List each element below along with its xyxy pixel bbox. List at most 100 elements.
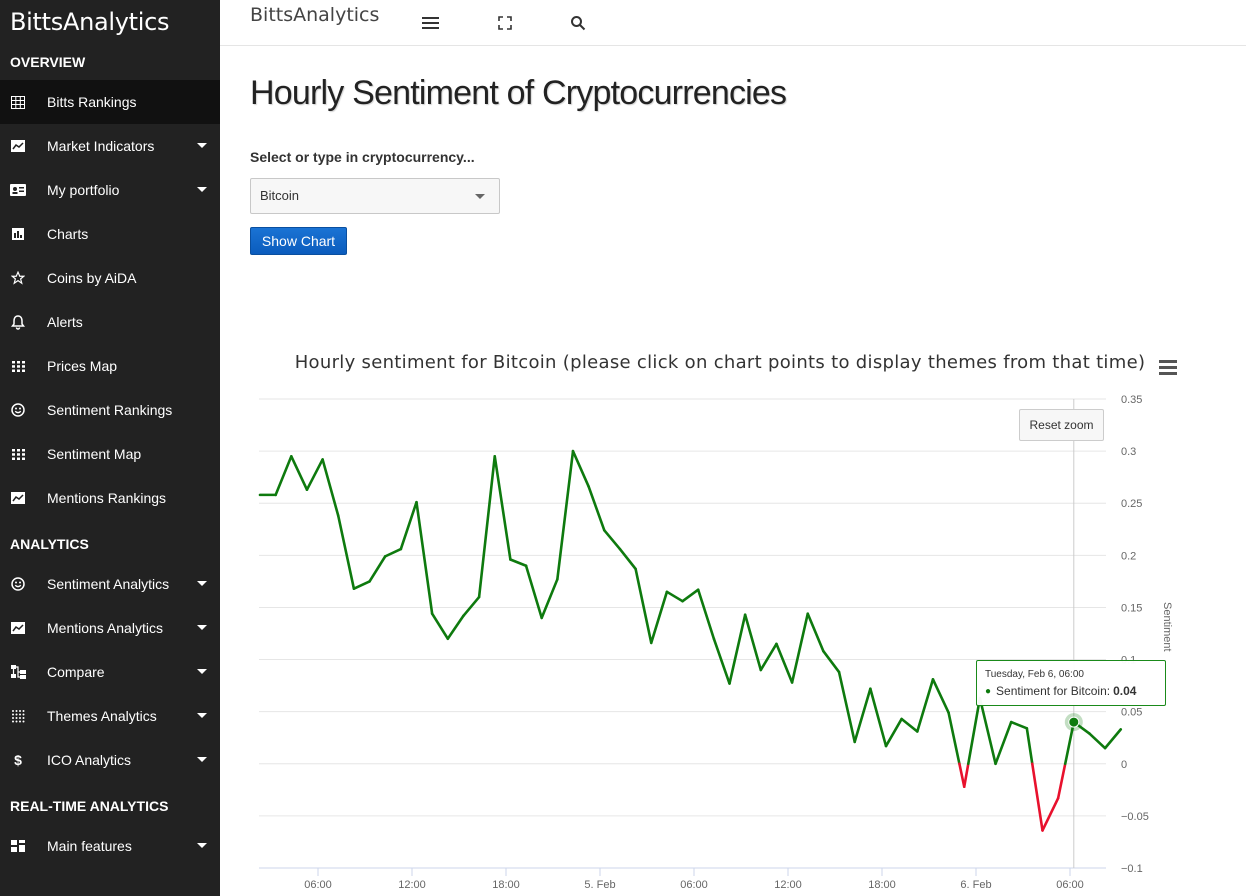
- series-line-segment: [540, 578, 559, 620]
- sidebar-item-label: Market Indicators: [47, 138, 155, 154]
- series-line-segment: [900, 717, 919, 733]
- series-line-segment: [947, 711, 961, 766]
- sidebar-item-mentions-analytics[interactable]: Mentions Analytics: [0, 606, 220, 650]
- series-line-segment: [1103, 728, 1123, 750]
- series-line-segment: [962, 762, 970, 789]
- sidebar-section-title: ANALYTICS: [10, 536, 89, 552]
- tooltip-value: 0.04: [1113, 684, 1137, 698]
- area-chart-icon: [10, 620, 26, 636]
- y-tick-label: 0: [1121, 759, 1127, 771]
- series-line-segment: [822, 649, 841, 674]
- x-tick-label: 18:00: [492, 879, 520, 891]
- series-line-segment: [884, 717, 903, 748]
- crypto-select-value: Bitcoin: [260, 188, 300, 203]
- topbar-title: BittsAnalytics: [250, 4, 380, 26]
- sidebar-item-coins-by-aida[interactable]: Coins by AiDA: [0, 256, 220, 300]
- series-line-segment: [712, 637, 731, 685]
- crypto-select[interactable]: Bitcoin: [250, 178, 500, 214]
- series-line-segment: [321, 458, 340, 518]
- sidebar-item-bitts-rankings[interactable]: Bitts Rankings: [0, 80, 220, 124]
- sidebar-item-sentiment-analytics[interactable]: Sentiment Analytics: [0, 562, 220, 606]
- reset-zoom-button[interactable]: Reset zoom: [1019, 409, 1104, 441]
- sidebar-item-sentiment-rankings[interactable]: Sentiment Rankings: [0, 388, 220, 432]
- series-line-segment: [509, 558, 528, 568]
- x-tick-label: 06:00: [304, 879, 332, 891]
- series-line-segment: [634, 567, 653, 645]
- search-icon[interactable]: [568, 13, 588, 33]
- series-line-segment: [305, 458, 324, 491]
- series-line-segment: [649, 590, 669, 645]
- show-chart-button[interactable]: Show Chart: [250, 227, 347, 255]
- sitemap-icon: [10, 664, 26, 680]
- x-tick-label: 06:00: [1056, 879, 1084, 891]
- series-line-segment: [743, 613, 763, 672]
- series-line-segment: [1041, 796, 1060, 832]
- sidebar-item-label: Compare: [47, 664, 105, 680]
- sidebar-item-compare[interactable]: Compare: [0, 650, 220, 694]
- sidebar-item-main-features[interactable]: Main features: [0, 824, 220, 868]
- sidebar-item-charts[interactable]: Charts: [0, 212, 220, 256]
- fullscreen-icon[interactable]: [495, 13, 515, 33]
- chart-title: Hourly sentiment for Bitcoin (please cli…: [294, 352, 1146, 373]
- data-point-highlight[interactable]: [1068, 716, 1080, 728]
- series-line-segment: [967, 696, 982, 766]
- dashboard-icon: [10, 838, 26, 854]
- x-tick-label: 06:00: [680, 879, 708, 891]
- sidebar-item-label: Themes Analytics: [47, 708, 157, 724]
- chart-context-menu-icon[interactable]: [1159, 360, 1177, 376]
- series-line-segment: [1056, 762, 1067, 800]
- sidebar-item-alerts[interactable]: Alerts: [0, 300, 220, 344]
- series-line-segment: [430, 612, 450, 641]
- dollar-icon: $: [14, 752, 22, 768]
- grid-icon: [10, 358, 26, 374]
- series-line-segment: [775, 642, 794, 684]
- braille-icon: [10, 708, 26, 724]
- series-line-segment: [274, 455, 293, 497]
- sidebar-item-ico-analytics[interactable]: $ ICO Analytics: [0, 738, 220, 782]
- y-tick-label: −0.05: [1121, 811, 1149, 823]
- series-line-segment: [1025, 727, 1034, 766]
- series-line-segment: [915, 678, 935, 733]
- series-line-segment: [415, 500, 434, 615]
- series-line-segment: [978, 696, 997, 766]
- tooltip-date: Tuesday, Feb 6, 06:00: [985, 669, 1084, 680]
- sidebar-item-my-portfolio[interactable]: My portfolio: [0, 168, 220, 212]
- menu-icon[interactable]: [421, 13, 441, 33]
- series-line-segment: [556, 449, 575, 581]
- series-line-segment: [1009, 720, 1029, 730]
- series-line-segment: [790, 612, 810, 684]
- series-line-segment: [399, 500, 418, 551]
- caret-down-icon: [197, 581, 207, 586]
- y-tick-label: 0.25: [1121, 498, 1142, 510]
- sidebar-item-themes-analytics[interactable]: Themes Analytics: [0, 694, 220, 738]
- series-line-segment: [587, 485, 606, 532]
- top-bar: BittsAnalytics: [220, 0, 1246, 46]
- y-tick-label: 0.05: [1121, 707, 1142, 719]
- sidebar-item-sentiment-map[interactable]: Sentiment Map: [0, 432, 220, 476]
- sidebar-nav: OVERVIEW Bitts Rankings Market Indicators M…: [0, 44, 220, 868]
- bell-icon: [10, 314, 26, 330]
- sidebar-item-label: My portfolio: [47, 182, 120, 198]
- sidebar-section-title: OVERVIEW: [10, 54, 86, 70]
- sidebar-item-prices-map[interactable]: Prices Map: [0, 344, 220, 388]
- sidebar-item-mentions-rankings[interactable]: Mentions Rankings: [0, 476, 220, 520]
- sidebar-item-label: ICO Analytics: [47, 752, 132, 768]
- series-line-segment: [462, 595, 481, 618]
- sidebar-item-label: Sentiment Analytics: [47, 576, 170, 592]
- series-line-segment: [853, 687, 872, 744]
- series-line-segment: [1030, 762, 1044, 832]
- x-tick-label: 12:00: [774, 879, 802, 891]
- series-line-segment: [493, 455, 512, 561]
- brand-logo[interactable]: BittsAnalytics: [10, 8, 170, 36]
- series-line-segment: [571, 449, 590, 488]
- chart-tooltip: Tuesday, Feb 6, 06:00 ● Sentiment for Bi…: [976, 660, 1166, 706]
- series-line-segment: [665, 590, 684, 603]
- series-line-segment: [524, 564, 544, 620]
- series-marker-icon: ●: [985, 685, 992, 697]
- sidebar-item-market-indicators[interactable]: Market Indicators: [0, 124, 220, 168]
- y-tick-label: 0.15: [1121, 602, 1142, 614]
- bar-chart-icon: [10, 226, 26, 242]
- series-line-segment: [728, 613, 747, 685]
- y-tick-label: 0.2: [1121, 550, 1136, 562]
